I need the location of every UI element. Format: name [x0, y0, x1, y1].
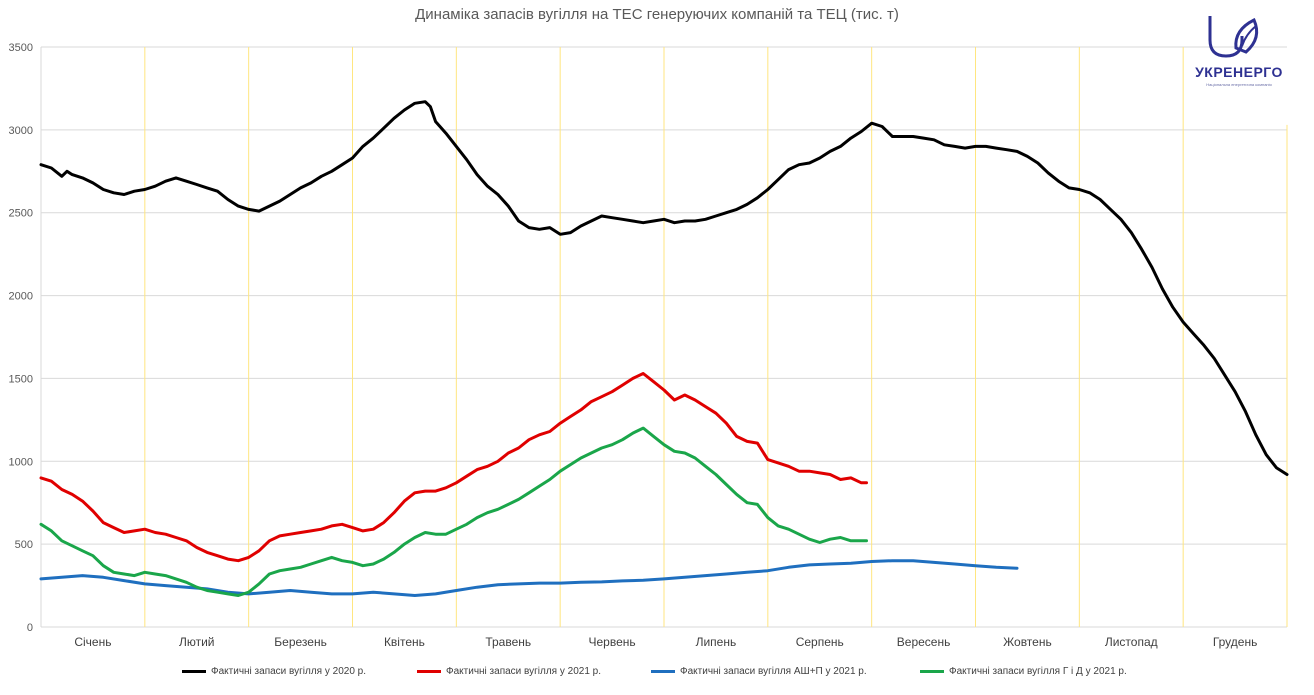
- chart-legend: Фактичні запаси вугілля у 2020 р. Фактичн…: [0, 666, 1314, 686]
- x-axis-ticks: Січень Лютий Березень Квітень Травень Червень…: [74, 635, 1257, 649]
- y-tick-label: 1000: [9, 456, 33, 468]
- x-tick-label: Грудень: [1213, 635, 1258, 649]
- x-tick-label: Березень: [274, 635, 327, 649]
- y-tick-label: 1500: [9, 373, 33, 385]
- y-axis-ticks: 0 500 1000 1500 2000 2500 3000 3500: [9, 42, 33, 634]
- y-tick-label: 2500: [9, 208, 33, 220]
- x-tick-label: Серпень: [796, 635, 844, 649]
- legend-swatch: [651, 670, 675, 673]
- logo-subtitle: Національна енергетична компанія: [1206, 82, 1272, 87]
- y-tick-label: 0: [27, 622, 33, 634]
- legend-item: Фактичні запаси вугілля Г і Д у 2021 р.: [920, 666, 1127, 677]
- legend-item: Фактичні запаси вугілля у 2021 р.: [417, 666, 601, 677]
- legend-swatch: [182, 670, 206, 673]
- ukrenergo-logo-icon: [1208, 16, 1259, 58]
- legend-swatch: [417, 670, 441, 673]
- x-tick-label: Жовтень: [1003, 635, 1052, 649]
- series-line: [39, 559, 1019, 597]
- legend-item: Фактичні запаси вугілля у 2020 р.: [182, 666, 366, 677]
- x-tick-label: Квітень: [384, 635, 425, 649]
- legend-swatch: [920, 670, 944, 673]
- x-tick-label: Листопад: [1105, 635, 1158, 649]
- x-tick-label: Травень: [485, 635, 531, 649]
- y-tick-label: 3000: [9, 125, 33, 137]
- x-tick-label: Липень: [696, 635, 737, 649]
- legend-item: Фактичні запаси вугілля АШ+П у 2021 р.: [651, 666, 867, 677]
- ukrenergo-logo: УКРЕНЕРГО Національна енергетична компан…: [1184, 12, 1294, 92]
- x-tick-label: Лютий: [179, 635, 215, 649]
- y-tick-label: 3500: [9, 42, 33, 54]
- chart-title: Динаміка запасів вугілля на ТЕС генеруюч…: [415, 6, 899, 23]
- logo-wordmark: УКРЕНЕРГО: [1195, 64, 1283, 80]
- month-separators: [144, 47, 1288, 627]
- x-tick-label: Січень: [74, 635, 111, 649]
- x-tick-label: Вересень: [897, 635, 951, 649]
- legend-label: Фактичні запаси вугілля АШ+П у 2021 р.: [680, 666, 867, 677]
- series-line: [39, 372, 868, 563]
- series-line: [39, 100, 1289, 476]
- y-tick-label: 2000: [9, 291, 33, 303]
- legend-label: Фактичні запаси вугілля у 2020 р.: [211, 666, 367, 677]
- x-tick-label: Червень: [589, 635, 636, 649]
- series-lines: [39, 100, 1289, 597]
- legend-label: Фактичні запаси вугілля Г і Д у 2021 р.: [949, 666, 1127, 677]
- y-tick-label: 500: [15, 539, 33, 551]
- legend-label: Фактичні запаси вугілля у 2021 р.: [446, 666, 602, 677]
- series-line: [39, 426, 868, 597]
